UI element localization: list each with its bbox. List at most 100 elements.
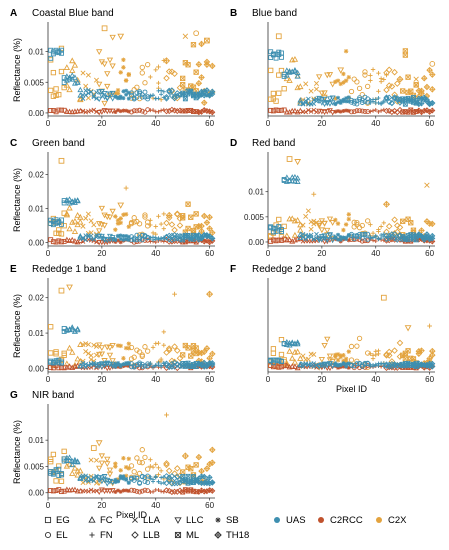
c2x-point — [101, 212, 108, 219]
uas-point — [137, 360, 143, 366]
x-tick-label: 60 — [205, 375, 214, 384]
x-tick-label: 60 — [425, 375, 434, 384]
uas-point — [137, 480, 143, 486]
c2rcc-point — [268, 238, 274, 244]
uas-point — [86, 362, 91, 368]
c2rcc-point — [48, 364, 54, 370]
uas-point — [163, 473, 170, 480]
uas-point — [145, 96, 151, 102]
uas-point — [359, 235, 365, 241]
c2rcc-point — [268, 363, 274, 368]
uas-point — [166, 474, 173, 481]
uas-point — [273, 228, 279, 234]
uas-point — [273, 357, 279, 363]
x-tick-label: 40 — [151, 119, 160, 128]
c2x-point — [106, 345, 114, 351]
c2x-point — [176, 222, 184, 229]
c2rcc-point — [376, 109, 381, 114]
uas-point — [373, 233, 378, 238]
c2x-point — [368, 78, 373, 83]
uas-point — [300, 101, 306, 107]
uas-point — [388, 100, 395, 107]
legend-ml-icon — [174, 531, 182, 539]
uas-point — [98, 233, 105, 240]
c2x-point — [98, 453, 106, 460]
uas-point — [182, 96, 188, 102]
c2rcc-point — [50, 107, 56, 113]
legend-fc-icon — [88, 516, 96, 523]
c2x-point — [66, 344, 73, 351]
c2x-point — [305, 356, 311, 362]
c2x-point — [359, 92, 365, 98]
c2rcc-point — [354, 108, 360, 114]
c2x-point — [71, 217, 79, 224]
c2x-point — [326, 72, 334, 78]
c2x-point — [171, 226, 178, 234]
uas-point — [209, 479, 216, 486]
c2x-point — [158, 468, 164, 474]
c2x-point — [109, 208, 116, 215]
c2x-point — [164, 412, 169, 418]
x-tick-label: 0 — [46, 501, 51, 510]
c2rcc-point — [66, 363, 73, 369]
uas-point — [159, 88, 164, 93]
c2x-point — [156, 465, 161, 470]
c2x-point — [174, 210, 181, 218]
y-tick-label: 0.00 — [28, 489, 44, 498]
c2x-point — [136, 221, 143, 227]
c2x-point — [163, 461, 170, 469]
points — [268, 294, 436, 372]
legend-uas-dot — [274, 517, 280, 523]
uas-point — [168, 480, 175, 487]
c2x-point — [85, 72, 91, 78]
c2rcc-point — [209, 109, 216, 116]
uas-point — [349, 97, 354, 103]
uas-point — [163, 480, 170, 487]
c2rcc-point — [362, 238, 368, 244]
uas-point — [413, 237, 419, 243]
c2x-point — [394, 222, 401, 229]
c2x-point — [300, 222, 306, 228]
c2x-point — [209, 459, 216, 466]
x-tick-label: 20 — [97, 501, 106, 510]
c2x-point — [198, 227, 205, 235]
uas-point — [209, 361, 216, 368]
c2rcc-point — [273, 238, 279, 244]
panel-C: C Green band 0 20 40 60 0.00 0.01 0.02 Reflectanc… — [10, 138, 216, 258]
c2rcc-point — [88, 108, 94, 113]
c2rcc-point — [349, 109, 354, 115]
c2x-point — [48, 350, 54, 356]
c2x-point — [188, 353, 194, 359]
y-tick-label: 0.005 — [244, 213, 265, 222]
x-tick-label: 40 — [151, 375, 160, 384]
uas-point — [351, 98, 357, 104]
c2x-point — [182, 33, 189, 39]
c2x-point — [343, 222, 349, 227]
c2x-point — [346, 75, 352, 80]
c2x-point — [88, 457, 94, 463]
legend-item-fc: FC — [88, 515, 113, 526]
uas-point — [283, 72, 290, 78]
c2x-point — [283, 360, 291, 366]
c2x-point — [109, 63, 116, 70]
uas-point — [297, 234, 304, 240]
c2x-point — [303, 81, 309, 87]
panel-title: Rededge 2 band — [252, 264, 326, 275]
c2rcc-point — [324, 238, 331, 245]
c2x-point — [308, 226, 314, 232]
y-tick-label: 0.00 — [248, 238, 264, 247]
c2x-point — [131, 469, 137, 475]
c2x-point — [77, 341, 84, 348]
uas-point — [354, 361, 360, 367]
c2rcc-point — [209, 487, 216, 494]
c2rcc-point — [388, 109, 395, 116]
uas-point — [48, 359, 54, 365]
c2x-point — [77, 218, 84, 225]
c2x-point — [209, 446, 216, 454]
c2rcc-point — [131, 108, 137, 114]
c2x-point — [193, 30, 199, 37]
uas-point — [121, 237, 126, 242]
c2x-point — [294, 348, 301, 355]
c2rcc-point — [109, 108, 116, 115]
c2x-point — [343, 78, 349, 83]
